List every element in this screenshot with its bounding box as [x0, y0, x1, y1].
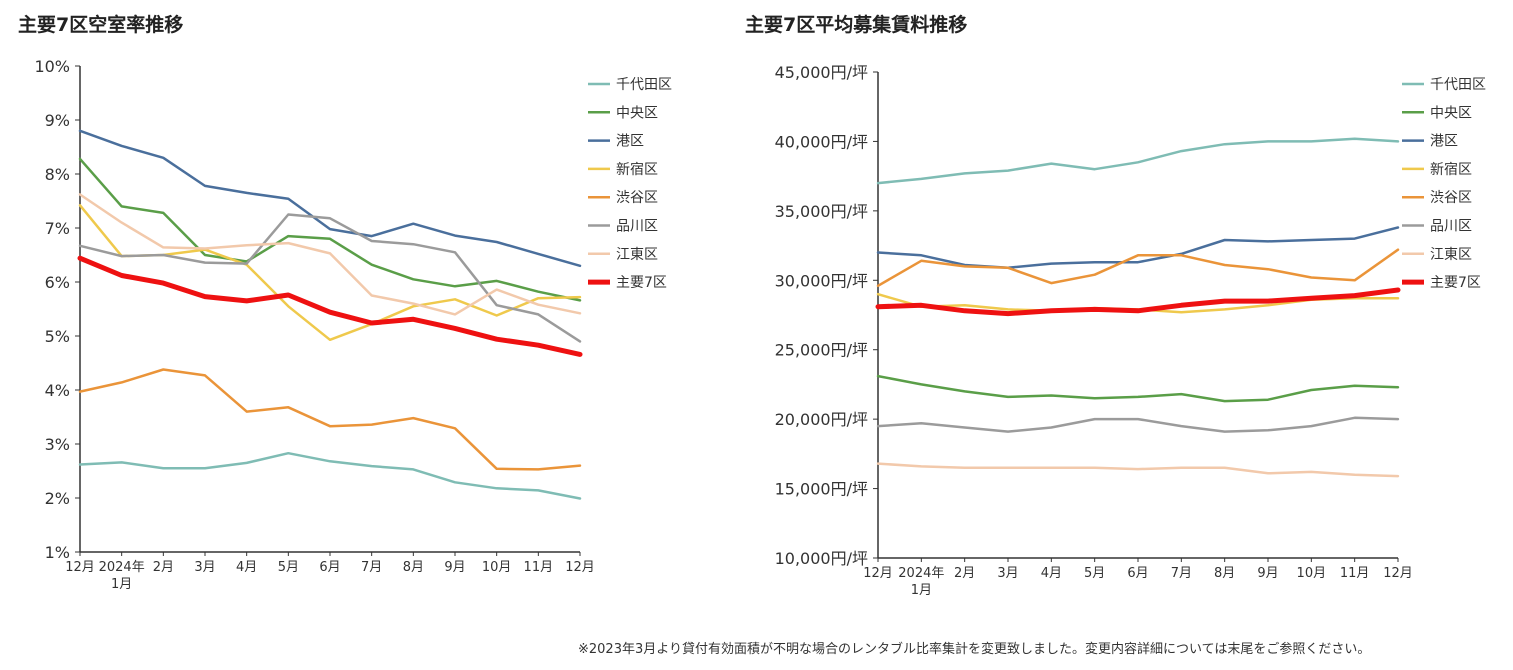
vacancy-y-tick-label: 4%	[45, 381, 70, 400]
vacancy-series-line-6	[78, 193, 582, 316]
vacancy-x-tick-label: 12月	[65, 560, 95, 575]
rent-x-tick-label: 12月	[1383, 566, 1413, 581]
rent-x-tick-label: 3月	[997, 566, 1018, 581]
rent-x-tick-label: 7月	[1171, 566, 1192, 581]
chart-title-rent: 主要7区平均募集賃料推移	[745, 14, 968, 36]
vacancy-x-tick-label: 10月	[482, 560, 512, 575]
rent-x-tick-label: 10月	[1297, 566, 1327, 581]
rent-legend-label-0: 千代田区	[1430, 77, 1486, 93]
rent-x-tick-label: 2024年	[898, 566, 944, 581]
vacancy-y-tick-label: 1%	[45, 543, 70, 562]
vacancy-x-tick-label: 4月	[236, 560, 257, 575]
rent-y-tick-label: 30,000円/坪	[775, 271, 868, 290]
rent-series-line-0	[876, 137, 1400, 185]
vacancy-x-tick-label: 12月	[565, 560, 595, 575]
rent-series-line-5	[876, 416, 1400, 433]
footnote: ※2023年3月より貸付有効面積が不明な場合のレンタブル比率集計を変更致しました…	[578, 642, 1371, 657]
rent-x-tick-label: 5月	[1084, 566, 1105, 581]
rent-y-tick-label: 35,000円/坪	[775, 202, 868, 221]
vacancy-legend-label-2: 港区	[616, 134, 644, 150]
vacancy-x-tick-label: 2024年	[99, 560, 145, 575]
rent-y-tick-label: 20,000円/坪	[775, 410, 868, 429]
vacancy-x-tick-label: 1月	[111, 577, 132, 592]
vacancy-x-tick-label: 2月	[153, 560, 174, 575]
rent-x-tick-label: 8月	[1214, 566, 1235, 581]
vacancy-y-tick-label: 5%	[45, 327, 70, 346]
vacancy-x-tick-label: 8月	[403, 560, 424, 575]
rent-x-tick-label: 12月	[863, 566, 893, 581]
vacancy-legend-label-3: 新宿区	[616, 161, 658, 178]
vacancy-series-line-1	[78, 157, 582, 302]
rent-series-line-7	[875, 287, 1401, 317]
vacancy-series-line-7	[77, 255, 583, 357]
rent-legend-label-3: 新宿区	[1430, 161, 1472, 178]
rent-series-line-6	[876, 462, 1400, 478]
vacancy-series-line-4	[78, 368, 582, 471]
rent-series-line-4	[876, 248, 1400, 288]
vacancy-x-tick-label: 3月	[194, 560, 215, 575]
vacancy-y-tick-label: 2%	[45, 489, 70, 508]
rent-y-tick-label: 40,000円/坪	[775, 132, 868, 151]
vacancy-legend-label-7: 主要7区	[616, 275, 667, 291]
rent-series-line-2	[876, 226, 1400, 270]
vacancy-legend-label-4: 渋谷区	[616, 190, 658, 206]
vacancy-legend-label-5: 品川区	[616, 219, 658, 235]
rent-legend-label-1: 中央区	[1430, 105, 1472, 121]
vacancy-x-tick-label: 9月	[444, 560, 465, 575]
rent-legend-label-5: 品川区	[1430, 219, 1472, 235]
vacancy-series-line-3	[78, 204, 582, 342]
vacancy-y-tick-label: 9%	[45, 111, 70, 130]
vacancy-x-tick-label: 11月	[524, 560, 554, 575]
vacancy-y-tick-label: 6%	[45, 273, 70, 292]
vacancy-y-tick-label: 8%	[45, 165, 70, 184]
vacancy-y-tick-label: 10%	[34, 57, 70, 76]
rent-x-tick-label: 9月	[1257, 566, 1278, 581]
rent-x-tick-label: 6月	[1127, 566, 1148, 581]
rent-y-tick-label: 25,000円/坪	[775, 341, 868, 360]
rent-y-tick-label: 15,000円/坪	[775, 480, 868, 499]
vacancy-series-line-5	[78, 213, 582, 343]
vacancy-series-line-2	[78, 129, 582, 268]
rent-legend-label-4: 渋谷区	[1430, 190, 1472, 206]
rent-x-tick-label: 1月	[911, 583, 932, 598]
rent-y-tick-label: 45,000円/坪	[775, 63, 868, 82]
rent-x-tick-label: 11月	[1340, 566, 1370, 581]
rent-legend-label-2: 港区	[1430, 134, 1458, 150]
vacancy-x-tick-label: 5月	[278, 560, 299, 575]
rent-x-tick-label: 4月	[1041, 566, 1062, 581]
vacancy-legend-label-0: 千代田区	[616, 77, 672, 93]
vacancy-x-tick-label: 6月	[319, 560, 340, 575]
vacancy-legend-label-1: 中央区	[616, 105, 658, 121]
vacancy-series-line-0	[78, 451, 582, 500]
chart-title-vacancy: 主要7区空室率推移	[18, 14, 184, 36]
rent-series-line-1	[876, 374, 1400, 403]
vacancy-x-tick-label: 7月	[361, 560, 382, 575]
rent-legend-label-7: 主要7区	[1430, 275, 1481, 291]
vacancy-legend-label-6: 江東区	[616, 247, 658, 263]
rent-legend-label-6: 江東区	[1430, 247, 1472, 263]
vacancy-y-tick-label: 7%	[45, 219, 70, 238]
rent-x-tick-label: 2月	[954, 566, 975, 581]
rent-y-tick-label: 10,000円/坪	[775, 549, 868, 568]
vacancy-y-tick-label: 3%	[45, 435, 70, 454]
rent-chart: 45,000円/坪 40,000円/坪 35,000円/坪 30,000円/坪 25,0…	[775, 63, 1486, 598]
